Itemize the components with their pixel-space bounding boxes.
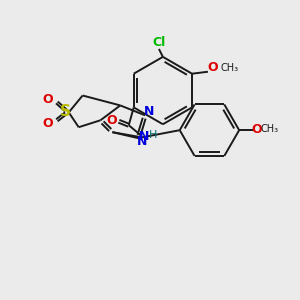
Text: N: N [137, 135, 147, 148]
Text: H: H [149, 130, 158, 140]
Text: O: O [43, 117, 53, 130]
Text: CH₃: CH₃ [261, 124, 279, 134]
Text: O: O [252, 123, 262, 136]
Text: CH₃: CH₃ [220, 63, 239, 73]
Text: S: S [60, 104, 71, 119]
Text: O: O [43, 93, 53, 106]
Text: O: O [208, 61, 218, 74]
Text: Cl: Cl [152, 35, 166, 49]
Text: O: O [106, 114, 117, 127]
Text: N: N [144, 105, 154, 118]
Text: N: N [138, 130, 149, 142]
